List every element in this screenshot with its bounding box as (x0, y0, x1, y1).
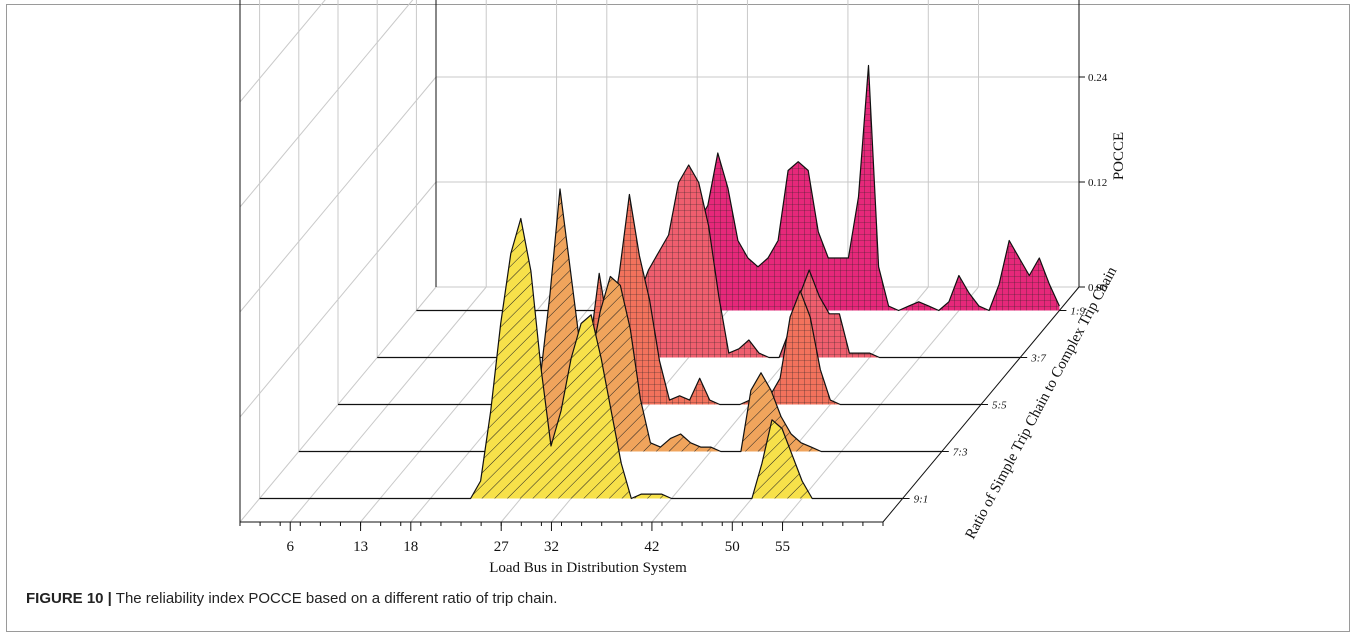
y-tick-label: 1:9 (1070, 306, 1085, 318)
series-area-pattern (298, 189, 942, 452)
y-tick-label: 3:7 (1030, 353, 1046, 365)
x-tick-label: 13 (353, 539, 368, 555)
z-tick-label: 0.12 (1088, 177, 1107, 189)
figure-caption: FIGURE 10 | The reliability index POCCE … (26, 590, 1326, 607)
series-area-pattern (416, 65, 1060, 311)
series-outline (377, 164, 1021, 359)
y-tick-label: 7:3 (953, 447, 968, 459)
series-area-group (298, 188, 942, 453)
x-tick-label: 50 (725, 539, 740, 555)
left-wall-gridline (239, 76, 437, 313)
figure-frame (6, 4, 1350, 632)
z-axis-title: POCCE (1111, 132, 1127, 180)
left-wall-gridline (239, 0, 326, 103)
series-area-group (338, 193, 981, 406)
x-axis-title: Load Bus in Distribution System (489, 560, 687, 576)
series-outline (338, 193, 981, 406)
series-outline (259, 217, 903, 500)
series-area-group (259, 217, 903, 500)
figure-label: FIGURE 10 | (26, 590, 112, 607)
z-tick-label: 0.24 (1088, 72, 1108, 84)
z-tick-label: 0.00 (1088, 282, 1108, 294)
left-wall-gridline (239, 181, 437, 418)
series-area-pattern (259, 218, 903, 499)
figure-caption-text: The reliability index POCCE based on a d… (115, 590, 558, 607)
pocce-3d-area-chart: 6131827324250550.000.120.240.360.480.609… (239, 0, 1127, 576)
x-tick-label: 6 (286, 539, 294, 555)
series-area-group (377, 164, 1021, 359)
series-outline (298, 188, 942, 453)
left-wall-gridline (239, 0, 414, 208)
x-tick-label: 42 (644, 539, 659, 555)
series-layer (259, 64, 1060, 500)
x-tick-label: 18 (403, 539, 418, 555)
x-tick-label: 32 (544, 539, 559, 555)
x-tick-label: 27 (494, 539, 510, 555)
y-tick-label: 9:1 (914, 494, 929, 506)
y-tick-label: 5:5 (992, 400, 1007, 412)
series-area-pattern (377, 165, 1021, 358)
axis-layer: 6131827324250550.000.120.240.360.480.609… (239, 0, 1108, 555)
x-tick-label: 55 (775, 539, 790, 555)
